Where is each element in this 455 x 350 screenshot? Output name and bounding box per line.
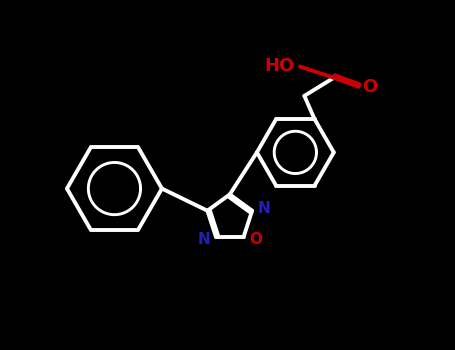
Text: N: N [258,201,270,216]
Text: N: N [198,232,211,247]
Text: O: O [249,232,262,247]
Text: HO: HO [264,57,294,76]
Text: O: O [362,78,377,96]
